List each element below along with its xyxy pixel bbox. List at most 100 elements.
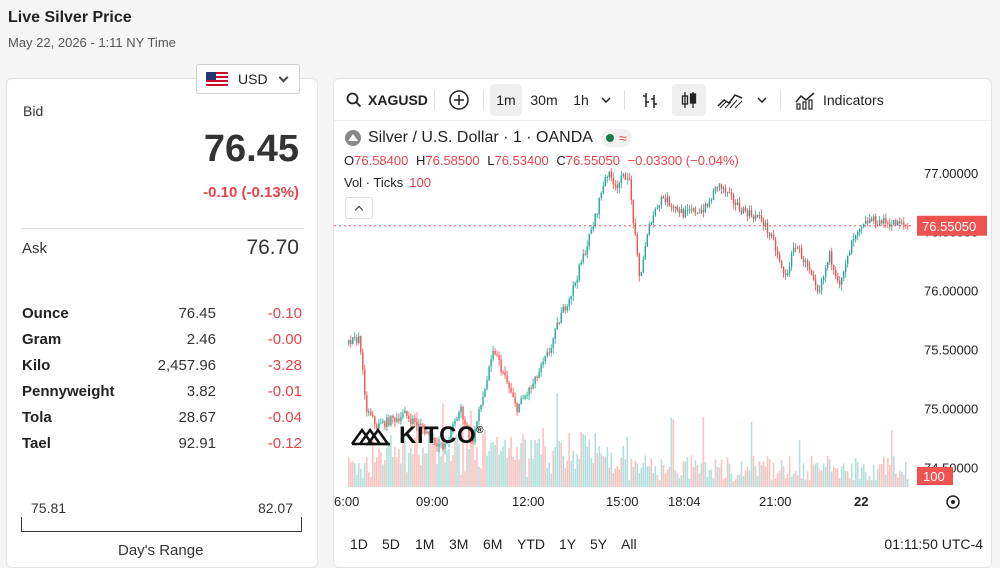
volume-bar	[903, 474, 905, 487]
range-6m[interactable]: 6M	[483, 536, 503, 552]
candle-body	[742, 207, 745, 214]
candle-body	[825, 267, 827, 277]
volume-bar	[522, 433, 524, 487]
open-label: O	[344, 153, 355, 168]
volume-bar	[812, 464, 815, 487]
candle-body	[422, 425, 424, 429]
candle-body	[362, 352, 364, 370]
volume-bar	[648, 466, 651, 487]
volume-bar	[852, 479, 855, 487]
candle-body	[470, 438, 472, 440]
candle-body	[510, 388, 512, 393]
range-3m[interactable]: 3M	[449, 536, 469, 552]
volume-bar	[889, 465, 891, 487]
unit-row-kilo: Kilo 2,457.96 -3.28	[22, 357, 302, 377]
chart-style-dropdown[interactable]	[752, 84, 772, 116]
candle-body	[584, 253, 586, 255]
interval-1h[interactable]: 1h	[573, 92, 589, 108]
x-tick-label: 22	[854, 494, 868, 509]
candle-body	[728, 192, 731, 194]
volume-bar	[454, 436, 456, 487]
range-5y[interactable]: 5Y	[590, 536, 608, 552]
unit-name: Kilo	[22, 357, 51, 374]
candle-body	[566, 306, 568, 311]
indicators-button[interactable]: Indicators	[790, 84, 894, 116]
volume-bar	[786, 473, 789, 487]
candles-style-button[interactable]	[672, 84, 706, 116]
volume-bar	[768, 458, 771, 487]
unit-row-pennyweight: Pennyweight 3.82 -0.01	[22, 383, 302, 403]
candle-body	[456, 418, 458, 421]
volume-bar	[646, 466, 649, 487]
volume-bar	[412, 454, 414, 487]
symbol-search[interactable]: XAGUSD	[342, 84, 430, 116]
currency-select[interactable]: USD	[196, 64, 300, 94]
candle-body	[851, 240, 853, 253]
unit-name: Ounce	[22, 305, 69, 322]
volume-bar	[532, 458, 534, 487]
intervals-dropdown[interactable]	[596, 84, 616, 116]
candle-body	[640, 271, 642, 276]
volume-bar	[582, 433, 584, 487]
unit-price: 3.82	[186, 383, 216, 400]
volume-bar	[604, 456, 607, 487]
range-ytd[interactable]: YTD	[517, 536, 545, 552]
volume-bar	[688, 479, 691, 487]
price-chart[interactable]: 77.0000076.5000076.0000075.5000075.00000…	[334, 121, 992, 525]
candle-body	[818, 290, 821, 292]
volume-bar	[540, 454, 542, 487]
candle-body	[734, 203, 737, 205]
area-style-button[interactable]	[712, 84, 748, 116]
interval-1m[interactable]: 1m	[490, 84, 522, 116]
volume-bar	[726, 457, 729, 487]
range-1m[interactable]: 1M	[415, 536, 435, 552]
volume-bar	[656, 474, 659, 487]
volume-bar	[756, 476, 759, 487]
candle-body	[768, 233, 771, 236]
volume-bar	[536, 443, 538, 487]
candle-body	[518, 403, 520, 413]
unit-change: -0.01	[267, 383, 302, 400]
candle-body	[424, 428, 426, 434]
volume-bar	[893, 456, 895, 487]
candle-body	[756, 215, 759, 217]
range-all[interactable]: All	[621, 536, 637, 552]
add-symbol-button[interactable]	[442, 84, 476, 116]
volume-bar	[866, 479, 869, 487]
candle-body	[660, 196, 663, 206]
candle-body	[712, 190, 715, 201]
x-tick-label: 21:00	[759, 494, 792, 509]
candle-body	[520, 398, 522, 404]
day-range-label: Day's Range	[118, 542, 204, 559]
volume-bar	[814, 463, 817, 487]
volume-bar	[907, 479, 909, 487]
candle-body	[600, 192, 602, 198]
volume-bar	[392, 456, 394, 487]
volume-bar	[802, 463, 805, 487]
candle-body	[620, 176, 622, 183]
volume-bar	[632, 466, 635, 487]
bar-style-button[interactable]	[634, 84, 666, 116]
volume-bar	[748, 470, 751, 487]
range-5d[interactable]: 5D	[382, 536, 400, 552]
candle-body	[468, 427, 470, 439]
candle-body	[420, 423, 422, 426]
volume-bar	[732, 481, 735, 487]
volume-bar	[636, 463, 639, 487]
chart-clock: 01:11:50 UTC-4	[884, 536, 983, 552]
range-1y[interactable]: 1Y	[559, 536, 577, 552]
collapse-legend-button[interactable]	[345, 197, 373, 219]
volume-bar	[356, 474, 358, 487]
volume-bar	[372, 433, 374, 487]
volume-bar	[710, 469, 713, 487]
candle-body	[380, 422, 382, 424]
interval-30m[interactable]: 30m	[530, 92, 558, 108]
day-range-bar	[21, 517, 302, 532]
candle-body	[614, 184, 616, 186]
volume-bar	[364, 463, 366, 487]
range-1d[interactable]: 1D	[350, 536, 368, 552]
candle-body	[662, 196, 665, 199]
candle-body	[476, 421, 478, 430]
volume-bar	[754, 466, 757, 487]
candle-body	[504, 372, 506, 376]
